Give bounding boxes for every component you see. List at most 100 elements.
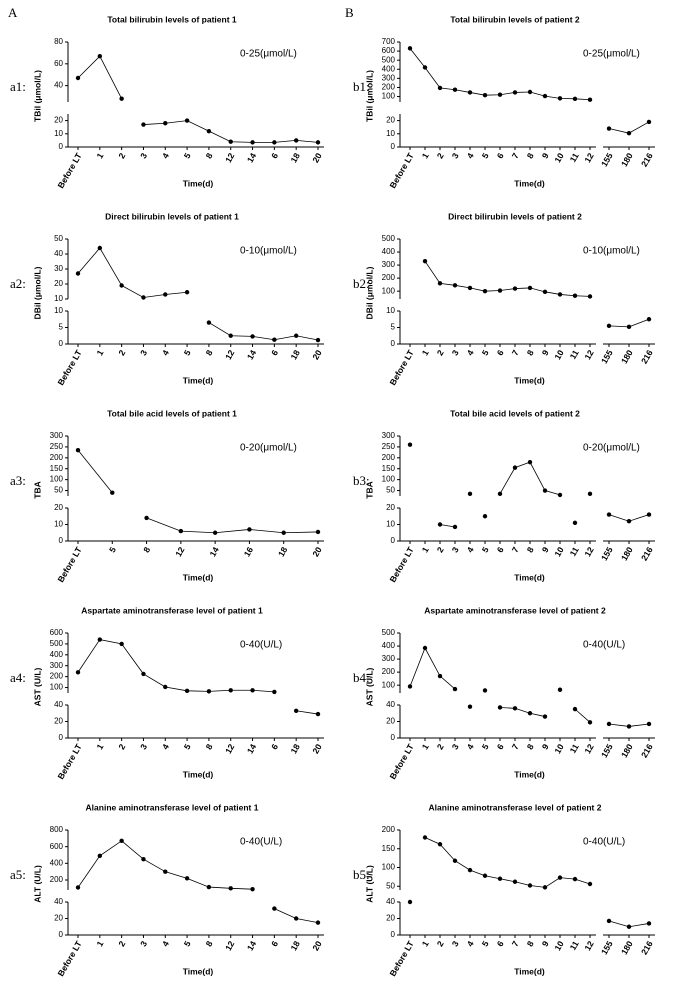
chart-title: Total bile acid levels of patient 2: [450, 408, 580, 418]
y-tick-label: 300: [382, 73, 396, 82]
x-tick-label: 11: [568, 545, 581, 558]
x-tick-label: 3: [450, 151, 461, 160]
x-tick-label: 4: [465, 348, 476, 357]
x-tick-label: 6: [495, 939, 506, 948]
y-tick-label: 0: [391, 142, 396, 151]
x-tick-label: 9: [540, 742, 551, 751]
panel-label: b2:: [353, 276, 370, 291]
y-tick-label: 30: [54, 264, 63, 273]
data-line: [274, 908, 319, 924]
reference-range: 0-40(U/L): [583, 837, 625, 848]
panel-label: a3:: [10, 473, 26, 488]
y-tick-label: 800: [50, 825, 64, 834]
x-tick-label: 5: [480, 545, 491, 554]
x-tick-label: 155: [599, 939, 615, 957]
y-axis-label: TBA: [364, 481, 374, 498]
data-line: [77, 449, 113, 493]
x-tick-label: 12: [582, 742, 596, 755]
y-tick-label: 400: [50, 858, 64, 867]
y-tick-label: 500: [382, 628, 396, 637]
x-tick-label: 7: [510, 939, 521, 948]
y-tick-label: 20: [386, 914, 395, 923]
y-tick-label: 200: [382, 825, 396, 834]
x-tick-label: 8: [525, 348, 536, 357]
y-tick-label: 10: [386, 129, 395, 138]
x-tick-label: 155: [599, 545, 615, 563]
panel-label: b4:: [353, 670, 370, 685]
x-tick-label: Before LT: [55, 150, 84, 190]
x-tick-label: 8: [525, 742, 536, 751]
x-tick-label: 5: [182, 348, 193, 357]
y-tick-label: 10: [54, 129, 63, 138]
y-tick-label: 100: [382, 680, 396, 689]
x-tick-label: 2: [116, 742, 127, 751]
x-tick-label: 5: [480, 348, 491, 357]
data-line: [143, 120, 319, 143]
panel-label: a1:: [10, 79, 26, 94]
x-tick-label: 12: [582, 939, 596, 952]
x-tick-label: 20: [310, 151, 324, 164]
y-tick-label: 20: [54, 279, 63, 288]
x-tick-label: 11: [568, 348, 581, 361]
data-line: [409, 48, 591, 101]
y-tick-label: 100: [382, 286, 396, 295]
x-tick-label: 1: [420, 151, 431, 160]
x-tick-label: 1: [420, 545, 431, 554]
x-tick-label: 4: [160, 939, 171, 948]
y-tick-label: 40: [54, 700, 63, 709]
y-tick-label: 20: [54, 914, 63, 923]
x-tick-label: 14: [245, 348, 259, 361]
y-tick-label: 250: [382, 442, 396, 451]
data-point: [407, 442, 413, 447]
y-tick-label: 50: [54, 234, 63, 243]
panel-label: b5:: [353, 867, 370, 882]
y-axis-label: TBil (μmol/L): [32, 70, 42, 122]
x-axis-label: Time(d): [183, 178, 214, 188]
x-axis-label: Time(d): [514, 769, 545, 779]
y-tick-label: 100: [382, 475, 396, 484]
x-tick-label: 14: [207, 545, 221, 558]
data-point: [482, 688, 488, 693]
data-line: [208, 322, 319, 341]
chart-title: Alanine aminotransferase level of patien…: [86, 802, 259, 812]
y-tick-label: 100: [50, 475, 64, 484]
data-point: [119, 96, 124, 101]
x-tick-label: 1: [420, 742, 431, 751]
data-line: [77, 639, 275, 693]
data-line: [608, 920, 650, 928]
x-tick-label: 10: [552, 151, 566, 164]
x-tick-label: 4: [465, 939, 476, 948]
data-line: [424, 837, 591, 888]
x-tick-label: 1: [94, 742, 105, 751]
x-tick-label: 180: [619, 742, 635, 760]
y-tick-label: 300: [382, 260, 396, 269]
x-tick-label: 6: [495, 151, 506, 160]
data-line: [424, 260, 591, 297]
x-axis-label: Time(d): [514, 966, 545, 976]
data-line: [499, 461, 561, 496]
y-axis-label: TBA: [32, 481, 42, 498]
x-tick-label: 9: [540, 348, 551, 357]
reference-range: 0-25(μmol/L): [583, 49, 640, 60]
x-tick-label: 4: [465, 742, 476, 751]
y-tick-label: 400: [382, 247, 396, 256]
x-tick-label: 2: [435, 348, 446, 357]
panel-label: a5:: [10, 867, 26, 882]
y-tick-label: 0: [391, 536, 396, 545]
x-tick-label: 180: [619, 348, 635, 366]
data-line: [77, 247, 188, 298]
x-tick-label: 2: [435, 545, 446, 554]
x-tick-label: 12: [582, 151, 596, 164]
y-tick-label: 5: [391, 323, 396, 332]
x-tick-label: 7: [510, 742, 521, 751]
x-tick-label: 180: [619, 545, 635, 563]
chart-title: Direct bilirubin levels of patient 2: [448, 211, 582, 221]
y-tick-label: 150: [50, 464, 64, 473]
data-point: [407, 899, 413, 905]
y-tick-label: 100: [382, 863, 396, 872]
y-axis-label: ALT (U/L): [364, 865, 374, 903]
x-tick-label: 155: [599, 348, 615, 366]
x-tick-label: 8: [204, 939, 215, 948]
chart-title: Aspartate aminotransferase level of pati…: [81, 605, 263, 615]
data-point: [587, 97, 593, 102]
